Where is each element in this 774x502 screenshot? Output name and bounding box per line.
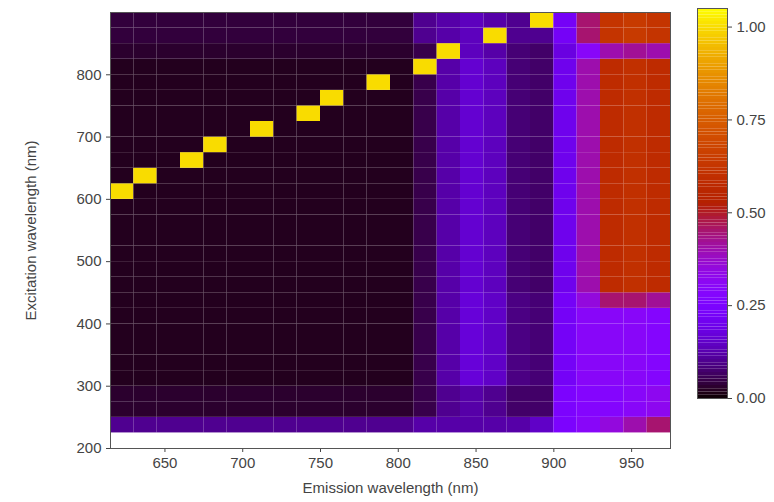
svg-text:300: 300 xyxy=(76,377,101,394)
svg-text:Emission wavelength (nm): Emission wavelength (nm) xyxy=(303,479,479,496)
svg-text:Excitation wavelength (nm): Excitation wavelength (nm) xyxy=(22,140,39,320)
svg-text:800: 800 xyxy=(76,66,101,83)
svg-text:900: 900 xyxy=(541,454,566,471)
svg-text:200: 200 xyxy=(76,439,101,456)
svg-text:400: 400 xyxy=(76,315,101,332)
svg-text:750: 750 xyxy=(308,454,333,471)
svg-text:0.75: 0.75 xyxy=(737,111,766,128)
svg-text:650: 650 xyxy=(152,454,177,471)
svg-text:0.00: 0.00 xyxy=(737,389,766,406)
svg-text:1.00: 1.00 xyxy=(737,18,766,35)
svg-text:500: 500 xyxy=(76,252,101,269)
svg-text:600: 600 xyxy=(76,190,101,207)
svg-text:850: 850 xyxy=(464,454,489,471)
svg-text:0.50: 0.50 xyxy=(737,204,766,221)
svg-text:800: 800 xyxy=(386,454,411,471)
svg-text:0.25: 0.25 xyxy=(737,296,766,313)
svg-text:700: 700 xyxy=(76,128,101,145)
svg-text:950: 950 xyxy=(619,454,644,471)
svg-text:700: 700 xyxy=(230,454,255,471)
